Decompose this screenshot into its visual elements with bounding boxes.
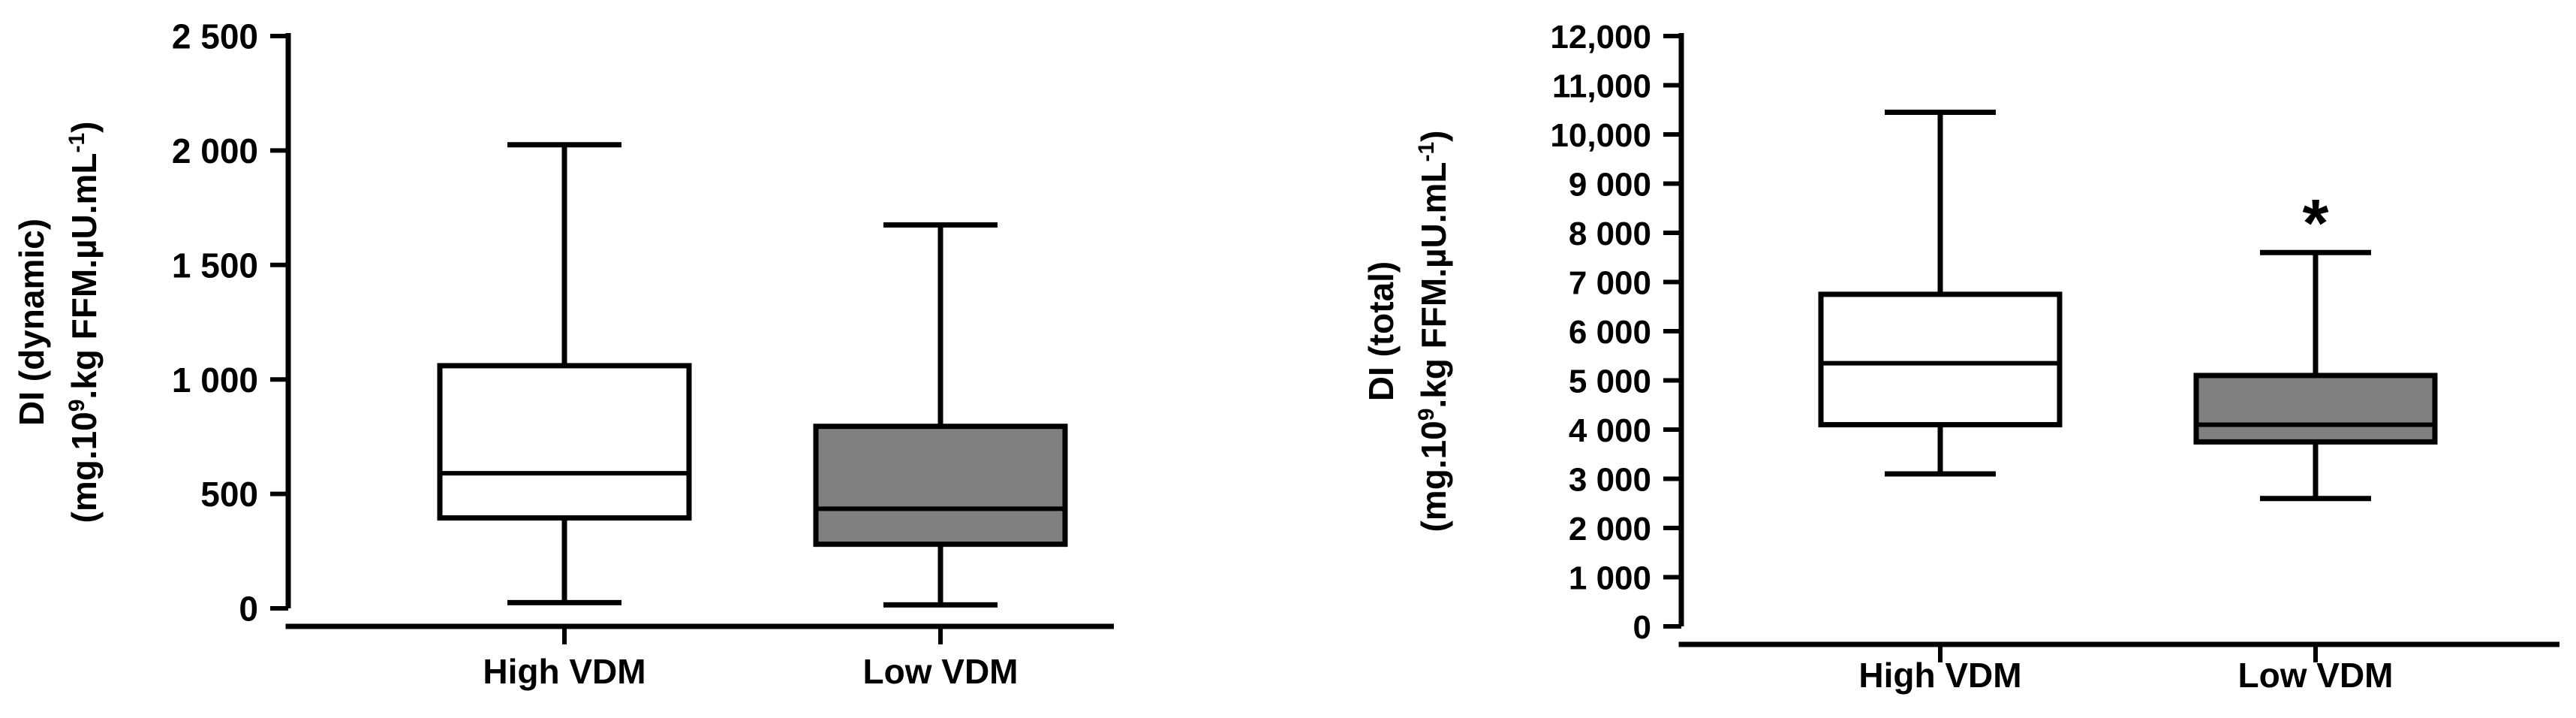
y-tick-label: 5 000	[1569, 363, 1651, 400]
box-low-vdm	[2193, 249, 2438, 502]
x-category-label: High VDM	[483, 652, 646, 691]
y-tick-label: 12,000	[1550, 19, 1651, 56]
x-category-label: Low VDM	[863, 652, 1019, 691]
y-tick-label: 0	[1633, 609, 1651, 646]
y-tick-label: 1 000	[172, 361, 258, 400]
significance-asterisk: *	[2302, 186, 2328, 261]
exponent: 9	[1414, 409, 1439, 421]
y-axis-title-line1: DI (total)	[1362, 261, 1401, 402]
box-high-vdm	[1818, 110, 2063, 477]
y-tick-label: 4 000	[1569, 412, 1651, 449]
y-axis-title-line2: (mg.109.kg FFM.µU.mL-1)	[1414, 130, 1454, 532]
total-di-box-plot: 0 1 000 2 000 3 000 4 000 5 000 6 000 7 000 8 00…	[1362, 19, 2559, 695]
y-axis-title-line2: (mg.109.kg FFM.µU.mL-1)	[65, 121, 104, 523]
y-tick-label: 1 500	[172, 246, 258, 285]
iqr-box	[2193, 373, 2438, 445]
box-low-vdm	[813, 222, 1068, 608]
y-tick-label: 8 000	[1569, 216, 1651, 252]
unit-text: (mg.10	[1414, 421, 1453, 532]
dynamic-di-box-plot: 0 500 1 000 1 500 2 000 2 500 High VDM Low VDM D…	[12, 17, 1114, 691]
y-tick-label: 3 000	[1569, 461, 1651, 498]
iqr-box	[813, 424, 1068, 548]
y-tick-label: 7 000	[1569, 264, 1651, 301]
unit-text: .kg FFM.µU.mL	[1414, 162, 1453, 409]
unit-text: (mg.10	[65, 412, 104, 523]
y-tick-label: 1 000	[1569, 560, 1651, 596]
iqr-box	[437, 363, 692, 521]
y-tick-label: 500	[200, 475, 258, 514]
iqr-box	[1818, 291, 2063, 427]
y-tick-label: 9 000	[1569, 166, 1651, 203]
y-tick-label: 2 500	[172, 17, 258, 56]
unit-text: .kg FFM.µU.mL	[65, 153, 104, 400]
box-high-vdm	[437, 142, 692, 605]
y-axis-title-line1: DI (dynamic)	[12, 219, 51, 426]
unit-text: )	[1414, 130, 1453, 141]
y-tick-label: 11,000	[1552, 68, 1651, 104]
y-tick-label: 10,000	[1550, 117, 1651, 154]
unit-text: )	[65, 121, 104, 132]
exponent: 9	[65, 400, 89, 412]
y-tick-label: 0	[239, 590, 258, 629]
y-tick-label: 6 000	[1569, 314, 1651, 351]
exponent: -1	[1414, 142, 1439, 162]
exponent: -1	[65, 133, 89, 153]
y-tick-label: 2 000	[172, 131, 258, 170]
y-tick-label: 2 000	[1569, 511, 1651, 548]
x-category-label: High VDM	[1858, 656, 2021, 695]
x-category-label: Low VDM	[2238, 656, 2394, 695]
